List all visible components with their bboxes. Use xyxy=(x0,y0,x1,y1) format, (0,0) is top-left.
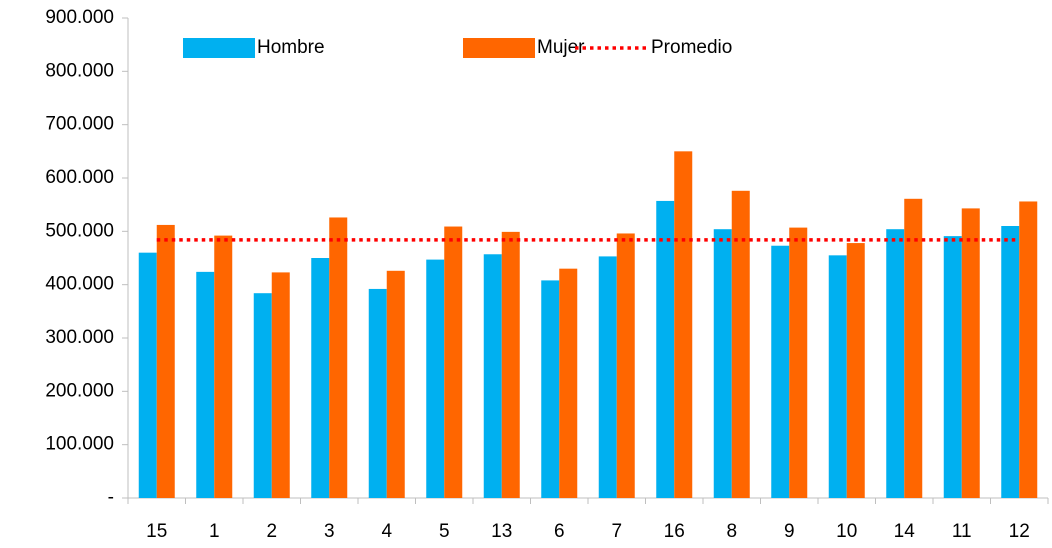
bar xyxy=(731,190,750,499)
x-tick-label: 14 xyxy=(894,521,916,542)
bar xyxy=(271,272,290,498)
x-tick-label: 6 xyxy=(554,521,565,542)
legend-swatch xyxy=(183,38,255,58)
x-tick-label: 4 xyxy=(381,521,392,542)
legend-swatch xyxy=(463,38,535,58)
x-tick-label: 7 xyxy=(611,521,622,542)
y-tick-label: - xyxy=(108,487,114,508)
bar xyxy=(656,200,675,498)
x-tick-label: 9 xyxy=(784,521,795,542)
bar xyxy=(501,231,520,498)
y-tick-label: 700.000 xyxy=(45,114,114,135)
x-tick-label: 1 xyxy=(209,521,220,542)
bar xyxy=(426,259,445,498)
bar xyxy=(713,229,732,498)
bar xyxy=(541,280,560,498)
y-tick-label: 900.000 xyxy=(45,7,114,28)
bar xyxy=(789,227,808,498)
bar xyxy=(846,243,865,498)
y-tick-label: 800.000 xyxy=(45,60,114,81)
x-tick-label: 8 xyxy=(726,521,737,542)
y-tick-label: 100.000 xyxy=(45,434,114,455)
x-tick-label: 11 xyxy=(952,521,972,542)
bar xyxy=(214,235,233,498)
y-tick-label: 600.000 xyxy=(45,167,114,188)
bar xyxy=(904,198,923,499)
y-tick-label: 200.000 xyxy=(45,380,114,401)
y-tick-label: 300.000 xyxy=(45,327,114,348)
bar xyxy=(674,151,693,499)
bar xyxy=(368,288,387,498)
x-tick-label: 10 xyxy=(836,521,857,542)
bar xyxy=(886,229,905,498)
bar xyxy=(961,208,980,498)
y-tick-label: 400.000 xyxy=(45,274,114,295)
bar xyxy=(311,258,330,498)
bar xyxy=(196,271,215,498)
x-tick-label: 3 xyxy=(324,521,335,542)
x-tick-label: 15 xyxy=(146,521,167,542)
bar xyxy=(386,270,405,498)
bar xyxy=(559,268,578,498)
bar xyxy=(771,245,790,498)
x-tick-label: 2 xyxy=(266,521,277,542)
bar xyxy=(329,217,348,498)
bar xyxy=(253,293,272,498)
bar xyxy=(444,226,463,499)
bar xyxy=(1001,226,1020,498)
bar xyxy=(1019,201,1038,498)
bar xyxy=(138,252,157,498)
bar xyxy=(483,254,502,498)
bar xyxy=(156,224,175,498)
bar xyxy=(598,256,617,498)
x-tick-label: 16 xyxy=(664,521,685,542)
x-tick-label: 13 xyxy=(491,521,512,542)
bar xyxy=(616,233,635,498)
x-tick-label: 12 xyxy=(1009,521,1030,542)
legend-label: Promedio xyxy=(651,37,732,58)
y-tick-label: 500.000 xyxy=(45,220,114,241)
bar xyxy=(828,255,847,498)
legend-label: Mujer xyxy=(537,37,585,58)
bar xyxy=(943,236,962,498)
legend-label: Hombre xyxy=(257,37,325,58)
x-tick-label: 5 xyxy=(439,521,450,542)
